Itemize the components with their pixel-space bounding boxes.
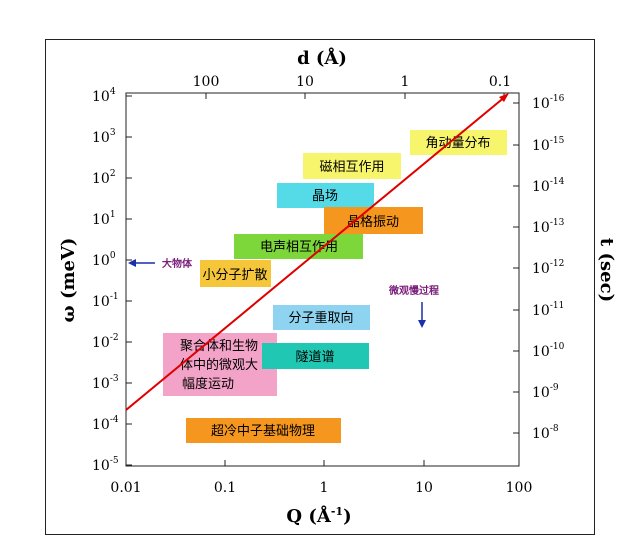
region-label-molecular-reorientation: 分子重取向 (288, 310, 353, 326)
right-tick-label-4: 10-13 (532, 218, 565, 236)
macro-annotation: 大物体 (128, 257, 193, 270)
region-label-ultracold-neutron: 超冷中子基础物理 (211, 424, 315, 439)
region-label-magnetic-interaction: 磁相互作用 (319, 160, 384, 175)
left-tick-label-2: 103 (92, 128, 116, 146)
bottom-tick-label-4: 10 (415, 480, 433, 496)
left-tick-label-8: 10-3 (92, 374, 119, 392)
region-label-tunneling-spectroscopy: 隧道谱 (295, 349, 334, 365)
region-lattice-vibration (324, 207, 423, 234)
micro-label: 微观慢过程 (388, 284, 439, 297)
macro-label: 大物体 (162, 257, 193, 270)
region-label-angular-momentum: 角动量分布 (425, 136, 490, 151)
left-tick-label-3: 102 (92, 169, 116, 187)
top-tick-label-2: 10 (296, 74, 314, 90)
left-arrow-icon (128, 259, 136, 267)
left-tick-label-10: 10-5 (92, 456, 119, 474)
left-tick-label-1: 104 (92, 87, 116, 105)
bottom-tick-label-2: 0.1 (214, 480, 236, 496)
region-label-small-molecule-diffusion: 小分子扩散 (202, 268, 267, 283)
left-tick-label-4: 101 (92, 210, 116, 228)
bottom-axis-title: Q (Å-1) (286, 504, 351, 527)
region-label-polymer-line-1: 聚合体和生物 (180, 339, 258, 354)
right-axis-title: t (sec) (596, 238, 617, 302)
left-tick-label-6: 10-1 (92, 292, 119, 310)
region-magnetic-interaction (303, 153, 401, 179)
region-label-polymer-line-2: 体中的微观大 (180, 357, 258, 373)
right-tick-label-7: 10-10 (532, 342, 565, 360)
right-tick-label-8: 10-9 (532, 383, 559, 401)
region-tunneling-spectroscopy (262, 343, 369, 369)
bottom-tick-label-5: 100 (506, 480, 533, 496)
region-label-lattice-vibration: 晶格振动 (347, 214, 399, 230)
region-ultracold-neutron (186, 418, 341, 443)
right-tick-labels: 10-16 10-15 10-14 10-13 10-12 10-11 10-1… (532, 94, 565, 442)
top-tick-label-3: 1 (401, 74, 410, 90)
left-tick-label-5: 100 (92, 251, 116, 269)
top-axis-title: d (Å) (297, 46, 347, 69)
right-tick-label-1: 10-16 (532, 94, 565, 112)
right-tick-label-2: 10-15 (532, 136, 565, 154)
region-electron-phonon (234, 234, 363, 259)
bottom-tick-label-3: 1 (320, 480, 329, 496)
region-molecular-reorientation (273, 305, 370, 330)
top-tick-label-1: 100 (193, 74, 220, 90)
left-tick-label-7: 10-2 (92, 333, 119, 351)
right-tick-label-5: 10-12 (532, 259, 564, 277)
micro-annotation: 微观慢过程 (388, 284, 439, 328)
region-label-electron-phonon: 电声相互作用 (260, 240, 338, 255)
diagonal-arrowhead (499, 93, 509, 102)
top-tick-label-4: 0.1 (489, 74, 511, 90)
right-tick-label-3: 10-14 (532, 177, 565, 195)
left-axis (126, 95, 132, 466)
left-tick-labels: 104 103 102 101 100 10-1 10-2 10-3 10-4 … (92, 87, 119, 474)
region-label-crystal-field: 晶场 (312, 189, 338, 204)
left-axis-title: ω (meV) (58, 238, 79, 323)
right-tick-label-9: 10-8 (532, 424, 559, 442)
left-tick-label-9: 10-4 (92, 415, 119, 433)
bottom-tick-label-1: 0.01 (110, 480, 141, 496)
right-tick-label-6: 10-11 (532, 301, 564, 319)
region-labels: 角动量分布 磁相互作用 晶场 晶格振动 电声相互作用 小分子扩散 分子重取向 聚… (180, 136, 491, 439)
down-arrow-icon (418, 320, 426, 328)
region-small-molecule-diffusion (200, 260, 271, 287)
region-label-polymer-line-3: 幅度运动 (182, 376, 234, 392)
diagonal-line (125, 95, 507, 411)
region-crystal-field (277, 183, 374, 208)
right-axis (513, 102, 519, 434)
